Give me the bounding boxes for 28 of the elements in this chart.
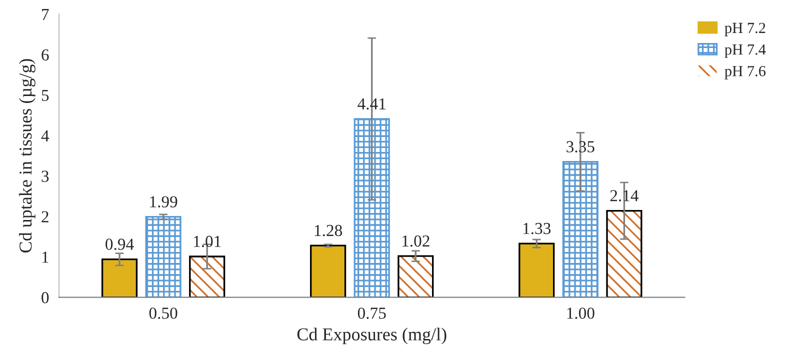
data-label: 1.99 <box>150 196 178 208</box>
x-tick-label: 0.75 <box>358 308 386 319</box>
data-label: 1.02 <box>402 235 430 247</box>
legend-label: pH 7.2 <box>724 22 766 36</box>
y-tick-label: 1 <box>42 252 48 263</box>
x-axis-title: Cd Exposures (mg/l) <box>297 328 446 344</box>
x-tick-label: 0.50 <box>149 308 178 319</box>
y-tick-label: 7 <box>42 9 49 20</box>
y-tick-label: 0 <box>42 292 49 304</box>
legend-label: pH 7.6 <box>724 66 766 80</box>
data-label: 1.01 <box>194 236 221 248</box>
bar <box>145 216 182 298</box>
bar <box>518 242 555 298</box>
legend-label: pH 7.4 <box>724 44 766 58</box>
bar <box>562 160 598 298</box>
bar <box>310 244 346 298</box>
y-tick-label: 4 <box>41 130 50 142</box>
x-tick-label: 1.00 <box>567 308 594 319</box>
bar <box>354 118 390 298</box>
y-tick-label: 5 <box>42 90 49 102</box>
y-tick-label: 3 <box>42 170 49 182</box>
y-axis-title: Cd uptake in tissues (µg/g) <box>18 59 36 252</box>
data-label: 1.33 <box>524 222 551 234</box>
y-tick-label: 6 <box>42 49 49 61</box>
data-label: 0.94 <box>106 238 134 250</box>
data-label: 1.28 <box>314 224 342 236</box>
bar <box>101 258 138 298</box>
y-tick-label: 2 <box>42 211 48 222</box>
